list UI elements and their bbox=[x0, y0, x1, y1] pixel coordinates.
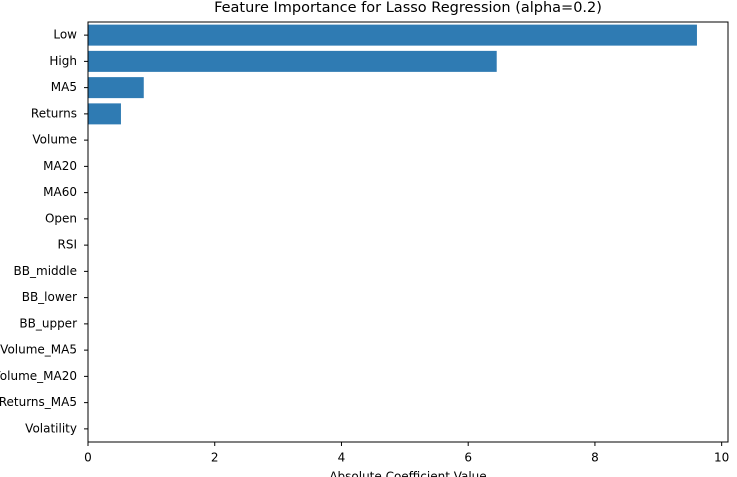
y-tick-label: MA60 bbox=[43, 185, 77, 199]
y-tick-label: MA20 bbox=[43, 159, 77, 173]
y-tick-label: Open bbox=[45, 211, 77, 225]
x-tick-label: 6 bbox=[464, 451, 472, 465]
y-tick-label: BB_upper bbox=[19, 316, 77, 330]
y-tick-label: BB_lower bbox=[22, 290, 77, 304]
y-tick-label: Volume_MA5 bbox=[0, 343, 77, 357]
y-tick-label: Volume_MA20 bbox=[0, 369, 77, 383]
x-axis-label: Absolute Coefficient Value bbox=[329, 470, 486, 477]
bar bbox=[88, 50, 497, 72]
bar bbox=[88, 103, 121, 125]
y-tick-label: Returns_MA5 bbox=[0, 395, 77, 409]
x-tick-label: 10 bbox=[714, 451, 729, 465]
y-tick-label: MA5 bbox=[51, 80, 77, 94]
y-tick-label: Volatility bbox=[25, 421, 77, 435]
y-tick-label: BB_middle bbox=[14, 264, 77, 278]
x-tick-label: 8 bbox=[591, 451, 599, 465]
x-tick-label: 4 bbox=[338, 451, 346, 465]
chart-title: Feature Importance for Lasso Regression … bbox=[214, 0, 602, 16]
y-tick-label: Returns bbox=[31, 106, 77, 120]
plot-frame bbox=[87, 21, 729, 443]
bar bbox=[88, 77, 144, 99]
x-tick-label: 0 bbox=[84, 451, 92, 465]
x-tick-label: 2 bbox=[211, 451, 219, 465]
y-tick-label: Volume bbox=[32, 133, 77, 147]
y-tick-label: High bbox=[49, 54, 77, 68]
y-tick-label: Low bbox=[53, 28, 77, 42]
y-tick-label: RSI bbox=[58, 238, 78, 252]
bar bbox=[88, 24, 697, 46]
